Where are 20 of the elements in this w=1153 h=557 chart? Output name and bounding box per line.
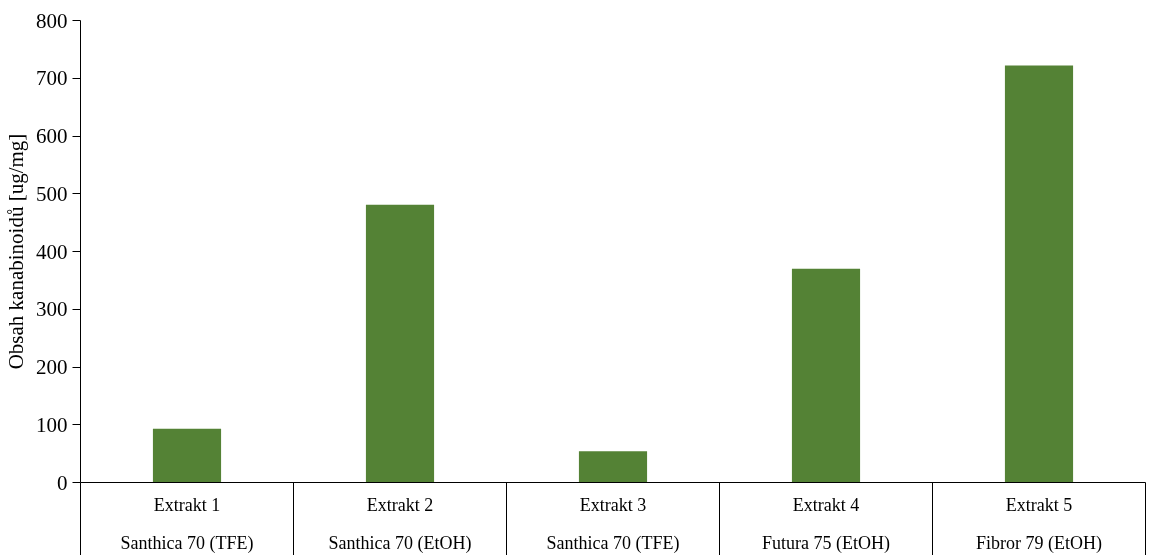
y-tick-label: 400 <box>36 239 68 264</box>
y-tick-label: 600 <box>36 124 68 148</box>
bar <box>152 428 222 483</box>
y-tick-label: 700 <box>36 66 68 91</box>
y-tick-label: 100 <box>36 412 68 437</box>
y-tick-label: 200 <box>36 355 68 379</box>
x-tick-label: Extrakt 2 Santhica 70 (EtOH) <box>328 494 472 554</box>
x-tick-label: Extrakt 1 Santhica 70 (TFE) <box>120 494 254 554</box>
y-axis-title: Obsah kanabinoidů [ug/mg] <box>4 133 28 370</box>
y-tick-label: 500 <box>36 181 68 206</box>
x-tick-label: Extrakt 4 Futura 75 (EtOH) <box>762 494 890 554</box>
bar <box>791 268 861 483</box>
y-tick-label: 300 <box>36 297 68 322</box>
y-tick-label: 0 <box>57 470 68 495</box>
bar <box>365 204 435 483</box>
bar <box>1004 65 1074 483</box>
bar <box>578 451 648 483</box>
y-tick-label: 800 <box>36 8 68 33</box>
x-tick-label: Extrakt 3 Santhica 70 (TFE) <box>546 494 680 554</box>
x-tick-label: Extrakt 5 Fibror 79 (EtOH) <box>976 494 1102 554</box>
